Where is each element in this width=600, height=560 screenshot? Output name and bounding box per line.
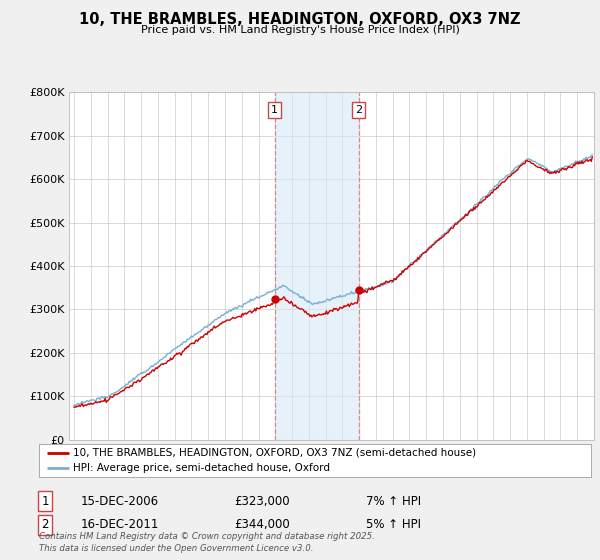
Text: 10, THE BRAMBLES, HEADINGTON, OXFORD, OX3 7NZ (semi-detached house): 10, THE BRAMBLES, HEADINGTON, OXFORD, OX… <box>73 447 476 458</box>
Text: 15-DEC-2006: 15-DEC-2006 <box>81 494 159 508</box>
Text: HPI: Average price, semi-detached house, Oxford: HPI: Average price, semi-detached house,… <box>73 463 330 473</box>
Text: 7% ↑ HPI: 7% ↑ HPI <box>366 494 421 508</box>
Text: Contains HM Land Registry data © Crown copyright and database right 2025.
This d: Contains HM Land Registry data © Crown c… <box>39 533 375 553</box>
Text: 16-DEC-2011: 16-DEC-2011 <box>81 518 160 531</box>
Text: £323,000: £323,000 <box>234 494 290 508</box>
Text: Price paid vs. HM Land Registry's House Price Index (HPI): Price paid vs. HM Land Registry's House … <box>140 25 460 35</box>
Text: 2: 2 <box>41 518 49 531</box>
Bar <box>275 92 359 440</box>
Text: 5% ↑ HPI: 5% ↑ HPI <box>366 518 421 531</box>
Text: 1: 1 <box>41 494 49 508</box>
Text: 10, THE BRAMBLES, HEADINGTON, OXFORD, OX3 7NZ: 10, THE BRAMBLES, HEADINGTON, OXFORD, OX… <box>79 12 521 27</box>
Text: 1: 1 <box>271 105 278 115</box>
Text: 2: 2 <box>355 105 362 115</box>
Text: £344,000: £344,000 <box>234 518 290 531</box>
